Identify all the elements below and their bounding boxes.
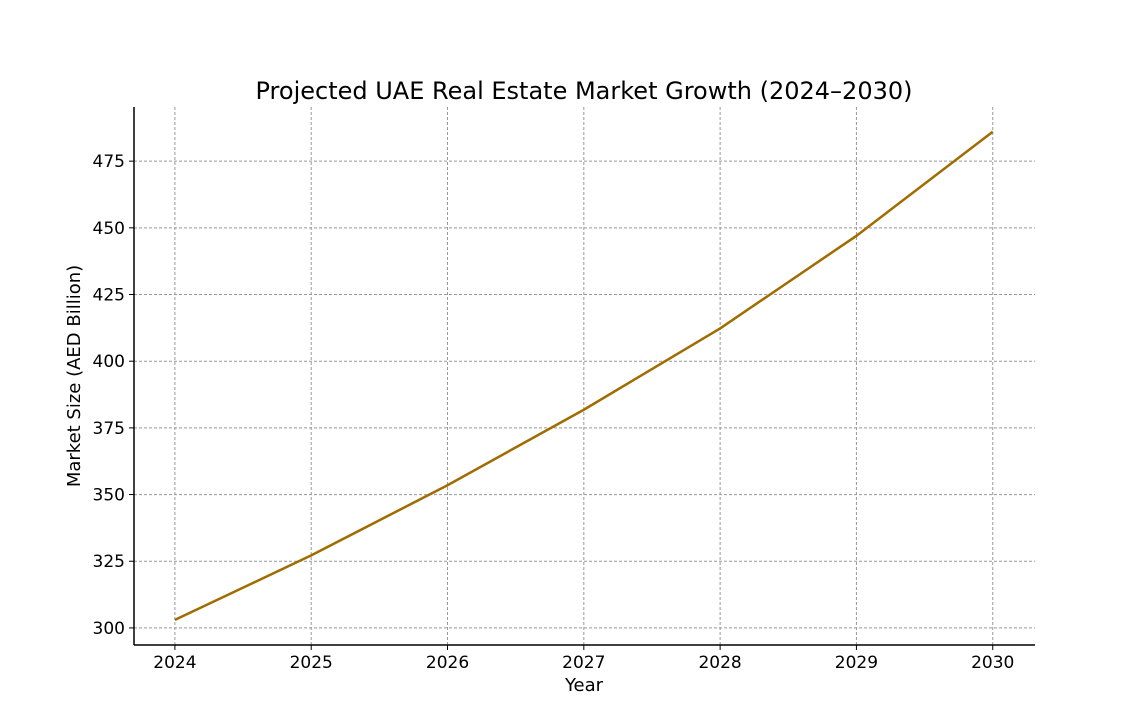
y-tick-label: 450: [93, 219, 125, 239]
y-axis-label: Market Size (AED Billion): [64, 265, 85, 487]
y-tick-label: 400: [93, 352, 125, 372]
x-tick-label: 2024: [153, 653, 196, 673]
grid: [134, 107, 1035, 645]
x-tick-label: 2027: [562, 653, 605, 673]
x-tick-label: 2030: [971, 653, 1014, 673]
x-tick-label: 2026: [426, 653, 469, 673]
x-tick-label: 2029: [835, 653, 878, 673]
y-tick-label: 375: [93, 419, 125, 439]
y-tick-label: 325: [93, 552, 125, 572]
ticks: 2024 2025 2026 2027 2028 2029 2030 300 325 350 375…: [93, 152, 1015, 673]
y-tick-label: 475: [93, 152, 125, 172]
chart-title: Projected UAE Real Estate Market Growth …: [256, 77, 913, 105]
y-tick-label: 300: [93, 619, 125, 639]
x-axis-label: Year: [564, 675, 604, 696]
y-tick-label: 350: [93, 486, 125, 506]
x-tick-label: 2025: [290, 653, 333, 673]
series-line-market-size: [174, 130, 994, 622]
y-tick-label: 425: [93, 286, 125, 306]
x-tick-label: 2028: [698, 653, 741, 673]
